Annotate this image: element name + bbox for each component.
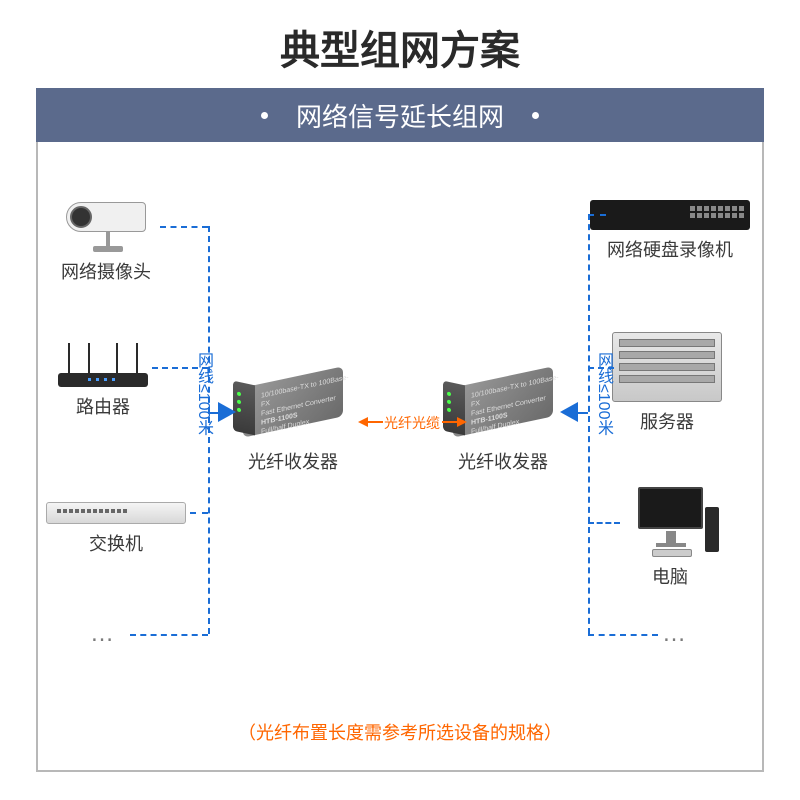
arrow-left-transceiver — [218, 402, 236, 422]
ethernet-right-label: 网线≤100米 — [591, 352, 615, 435]
server-label: 服务器 — [640, 408, 694, 434]
switch-icon — [46, 502, 186, 524]
transceiver-right-icon: 10/100base-TX to 100Base-FXFast Ethernet… — [443, 372, 563, 442]
computer-label: 电脑 — [652, 563, 688, 589]
left-dots: … — [90, 620, 118, 648]
vline-right — [588, 214, 590, 634]
ethernet-left-label: 网线≤100米 — [191, 352, 215, 435]
transceiver-left-label: 光纤收发器 — [248, 448, 338, 474]
fiber-arrow-r — [457, 417, 467, 427]
right-dots: … — [662, 620, 690, 648]
computer-icon — [620, 487, 720, 557]
dot-left — [261, 112, 268, 119]
fiber-arrow-l — [358, 417, 368, 427]
nvr-device: 网络硬盘录像机 — [590, 200, 750, 262]
hline-to-transceiver-right — [578, 412, 588, 414]
hline-switch — [190, 512, 208, 514]
camera-device: 网络摄像头 — [56, 202, 156, 284]
computer-device: 电脑 — [620, 487, 720, 589]
subtitle-text: 网络信号延长组网 — [296, 97, 504, 134]
hline-computer — [588, 522, 620, 524]
dot-right — [532, 112, 539, 119]
router-label: 路由器 — [76, 393, 130, 419]
switch-label: 交换机 — [89, 530, 143, 556]
main-title: 典型组网方案 — [0, 0, 800, 88]
hline-dots-right — [588, 634, 658, 636]
subtitle-bar: 网络信号延长组网 — [36, 88, 764, 142]
hline-camera — [160, 226, 208, 228]
server-device: 服务器 — [612, 332, 722, 434]
nvr-label: 网络硬盘录像机 — [607, 236, 733, 262]
nvr-icon — [590, 200, 750, 230]
transceiver-left-icon: 10/100base-TX to 100Base-FXFast Ethernet… — [233, 372, 353, 442]
footnote: （光纤布置长度需参考所选设备的规格） — [38, 719, 762, 745]
transceiver-right-label: 光纤收发器 — [458, 448, 548, 474]
camera-label: 网络摄像头 — [61, 258, 151, 284]
fiber-label: 光纤光缆 — [384, 413, 440, 433]
arrow-right-transceiver — [560, 402, 578, 422]
fiber-line-r — [442, 421, 457, 423]
diagram-area: 网络摄像头 路由器 交换机 … — [36, 142, 764, 772]
camera-icon — [56, 202, 156, 252]
fiber-line-l — [368, 421, 383, 423]
transceiver-left-device: 10/100base-TX to 100Base-FXFast Ethernet… — [233, 372, 353, 474]
hline-dots-left — [130, 634, 208, 636]
hline-nvr — [588, 214, 606, 216]
switch-device: 交换机 — [46, 502, 186, 556]
router-device: 路由器 — [58, 342, 148, 419]
server-icon — [612, 332, 722, 402]
router-icon — [58, 342, 148, 387]
